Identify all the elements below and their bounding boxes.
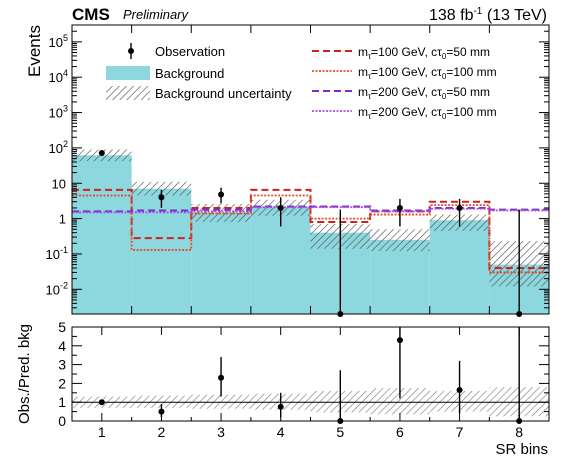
background-uncertainty-band: [370, 229, 430, 252]
ratio-frame: [71, 326, 550, 422]
ratio-x-tick-label: 8: [515, 424, 523, 440]
main-y-tick-label: 105: [49, 33, 68, 50]
background-bar: [191, 212, 251, 314]
main-y-axis-label: Events: [25, 25, 44, 77]
ratio-y-tick-label: 1: [58, 394, 66, 410]
observation-point: [396, 204, 403, 211]
ratio-x-tick-label: 6: [396, 424, 404, 440]
main-y-tick-label: 102: [49, 139, 68, 156]
legend: Observation Background Background uncertai…: [106, 43, 497, 121]
legend-uncertainty-label: Background uncertainty: [155, 86, 292, 101]
legend-signal-label-1: mτ̃=100 GeV, cτ0=50 mm: [358, 45, 490, 61]
background-bar: [429, 220, 490, 314]
main-y-tick-label: 10: [52, 176, 66, 191]
ratio-y-axis-label: Obs./Pred. bkg: [16, 324, 33, 424]
legend-uncertainty-swatch: [106, 86, 150, 100]
ratio-plot-area: [72, 327, 549, 424]
legend-signal-label-2: mτ̃=100 GeV, cτ0=100 mm: [358, 65, 497, 81]
ratio-x-tick-label: 5: [336, 424, 344, 440]
ratio-point: [456, 386, 463, 393]
ratio-y-tick-label: 4: [58, 338, 66, 354]
ratio-x-tick-label: 3: [217, 424, 225, 440]
legend-background-label: Background: [155, 66, 224, 81]
observation-point: [98, 149, 105, 156]
background-uncertainty-band: [131, 181, 192, 196]
main-plot-area: [72, 149, 549, 317]
signal-line-1: [72, 188, 549, 270]
main-y-tick-label: 103: [49, 104, 68, 121]
ratio-panel: 0 1 2 3 4 5 1 2 3 4 5 6 7 8 Obs./Pred. bkg SR bins: [16, 319, 550, 458]
legend-observation-marker: [128, 48, 134, 54]
ratio-x-tick-label: 4: [277, 424, 285, 440]
observation-point: [277, 204, 284, 211]
background-bar: [370, 239, 430, 314]
ratio-point: [396, 337, 403, 344]
background-bar: [72, 155, 132, 314]
ratio-x-tick-label: 2: [158, 424, 166, 440]
x-axis-label: SR bins: [495, 441, 548, 458]
lumi-label: 138 fb-1 (13 TeV): [429, 6, 547, 24]
legend-background-swatch: [106, 66, 150, 80]
main-panel: 10-2 10-1 1 10 102 103 104 105 Observation Backg…: [25, 24, 550, 317]
status-label: Preliminary: [123, 7, 190, 22]
observation-point: [158, 194, 165, 201]
ratio-point: [98, 399, 105, 406]
signal-line-3: [72, 205, 549, 213]
main-y-tick-label: 10-2: [46, 280, 68, 297]
main-frame: [71, 24, 550, 315]
legend-signal-label-3: mτ̃=200 GeV, cτ0=50 mm: [358, 85, 490, 101]
ratio-axes: 0 1 2 3 4 5 1 2 3 4 5 6 7 8: [58, 319, 550, 440]
ratio-point: [277, 403, 284, 410]
main-y-tick-label: 104: [49, 68, 68, 85]
ratio-x-tick-label: 7: [456, 424, 464, 440]
ratio-y-tick-label: 2: [58, 375, 66, 391]
ratio-y-tick-label: 5: [58, 319, 66, 335]
main-y-tick-label: 10-1: [46, 245, 68, 262]
experiment-label: CMS: [72, 5, 110, 24]
legend-signal-label-4: mτ̃=200 GeV, cτ0=100 mm: [358, 105, 497, 121]
observation-point: [456, 204, 463, 211]
ratio-point: [218, 374, 225, 381]
ratio-point: [158, 408, 165, 415]
ratio-y-tick-label: 3: [58, 357, 66, 373]
signal-line-4: [72, 206, 549, 214]
main-y-tick-label: 1: [59, 212, 66, 227]
ratio-y-tick-label: 0: [58, 413, 66, 429]
observation-point: [218, 191, 225, 198]
ratio-x-tick-label: 1: [98, 424, 106, 440]
legend-observation-label: Observation: [155, 44, 225, 59]
